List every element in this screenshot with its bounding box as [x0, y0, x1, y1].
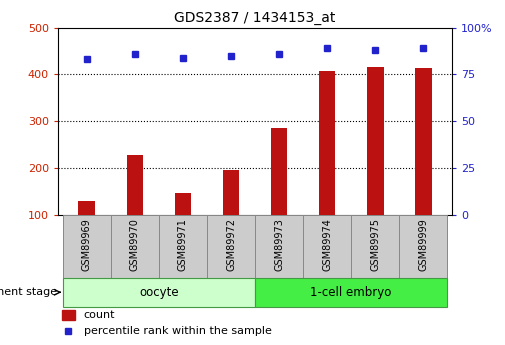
- Text: GSM89973: GSM89973: [274, 218, 284, 271]
- FancyBboxPatch shape: [255, 278, 447, 307]
- FancyBboxPatch shape: [303, 215, 351, 278]
- Bar: [319, 71, 335, 215]
- Text: count: count: [84, 310, 115, 320]
- Text: percentile rank within the sample: percentile rank within the sample: [84, 326, 272, 336]
- FancyBboxPatch shape: [63, 215, 111, 278]
- Bar: [175, 193, 191, 215]
- Bar: [127, 155, 143, 215]
- FancyBboxPatch shape: [63, 278, 255, 307]
- Text: GSM89974: GSM89974: [322, 218, 332, 271]
- Text: GSM89969: GSM89969: [82, 218, 92, 271]
- Text: GSM89970: GSM89970: [130, 218, 140, 271]
- Bar: [271, 128, 287, 215]
- Text: GSM89999: GSM89999: [418, 218, 428, 271]
- Bar: [367, 68, 383, 215]
- Bar: [415, 68, 432, 215]
- FancyBboxPatch shape: [111, 215, 159, 278]
- FancyBboxPatch shape: [255, 215, 303, 278]
- Text: GSM89971: GSM89971: [178, 218, 188, 271]
- Bar: [223, 170, 239, 215]
- Bar: [62, 310, 75, 320]
- Text: GSM89972: GSM89972: [226, 218, 236, 271]
- Text: development stage: development stage: [0, 287, 57, 297]
- FancyBboxPatch shape: [159, 215, 207, 278]
- Text: 1-cell embryo: 1-cell embryo: [311, 286, 392, 299]
- FancyBboxPatch shape: [351, 215, 399, 278]
- Text: GSM89975: GSM89975: [370, 218, 380, 271]
- FancyBboxPatch shape: [399, 215, 447, 278]
- Text: oocyte: oocyte: [139, 286, 179, 299]
- Title: GDS2387 / 1434153_at: GDS2387 / 1434153_at: [174, 11, 336, 25]
- FancyBboxPatch shape: [207, 215, 255, 278]
- Bar: [78, 201, 95, 215]
